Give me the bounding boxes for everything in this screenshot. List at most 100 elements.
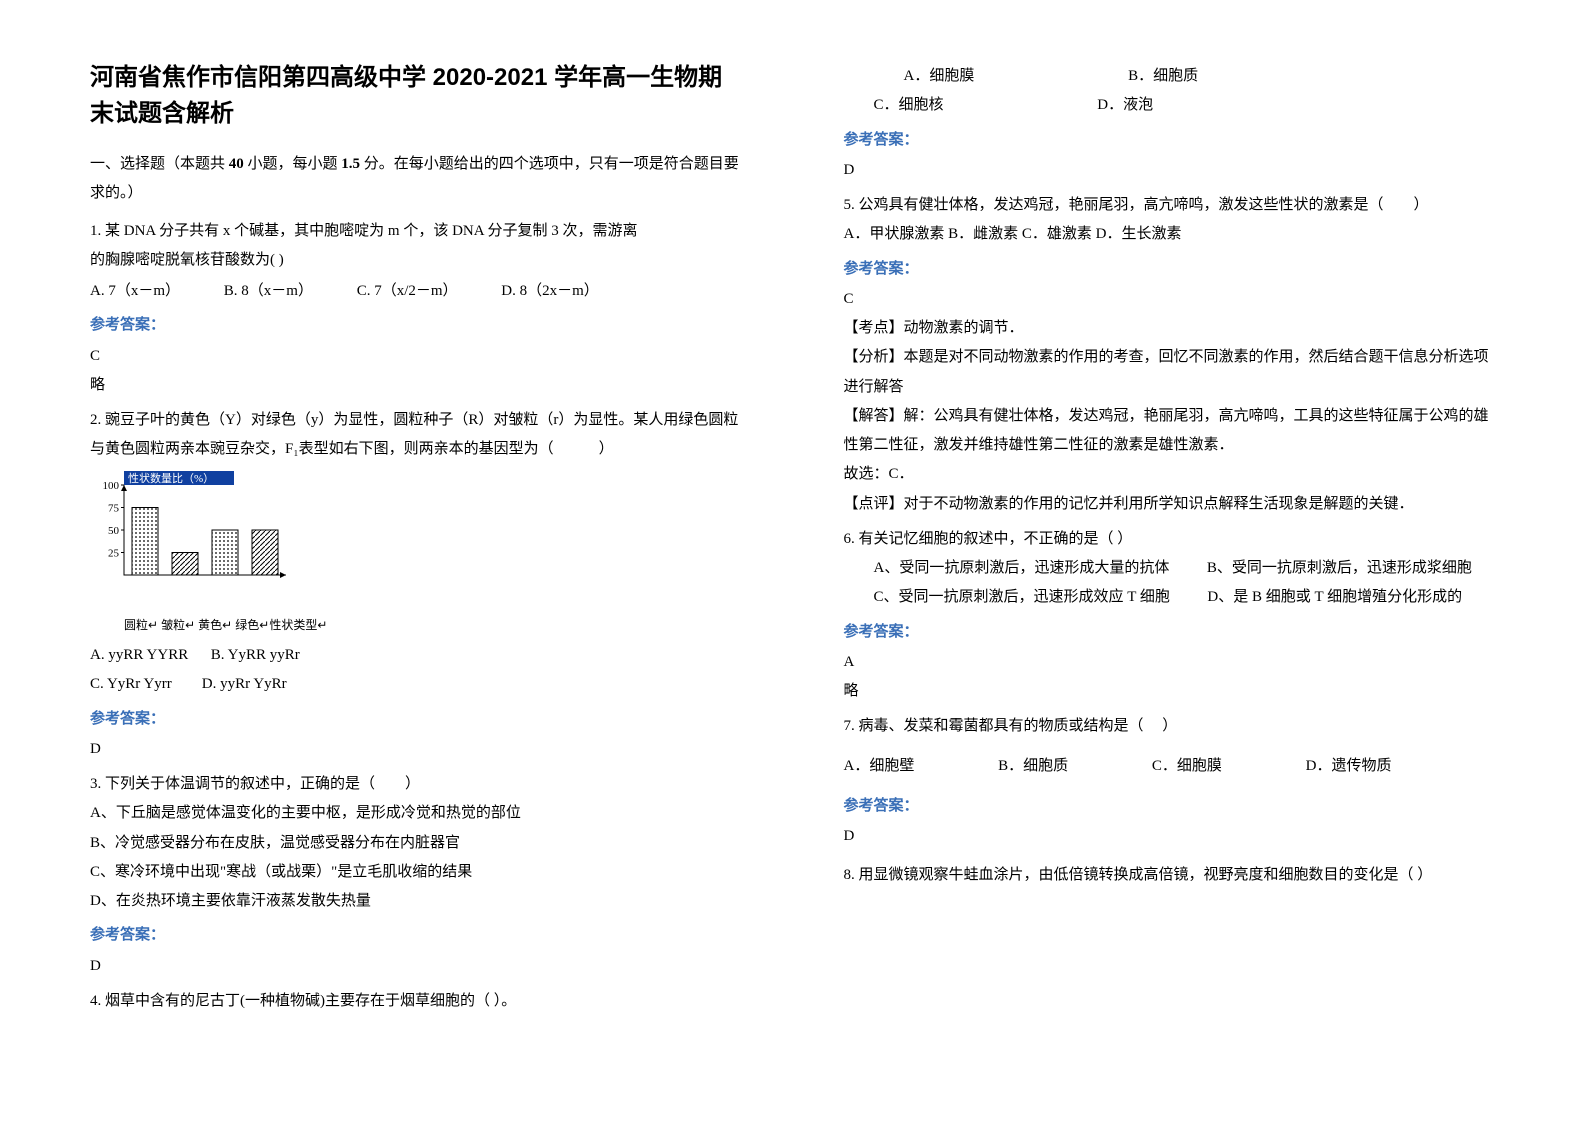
q1-ans-label: 参考答案： xyxy=(90,310,744,339)
q5-C: C．雄激素 xyxy=(1022,226,1092,242)
q8-text: 用显微镜观察牛蛙血涂片，由低倍镜转换成高倍镜，视野亮度和细胞数目的变化是（ ） xyxy=(855,867,1433,883)
section-score: 1.5 xyxy=(341,156,360,172)
question-1: 1. 某 DNA 分子共有 x 个碱基，其中胞嘧啶为 m 个，该 DNA 分子复… xyxy=(90,217,744,246)
q6-ans: A xyxy=(844,648,1498,677)
bar-chart-svg: 性状数量比（%） 25 50 75 100 xyxy=(90,471,290,601)
q5-kd-label: 【考点】 xyxy=(844,320,904,336)
q2-ans: D xyxy=(90,735,744,764)
q5-options: A．甲状腺激素 B．雌激素 C．雄激素 D．生长激素 xyxy=(844,220,1498,249)
q4-B: B．细胞质 xyxy=(1098,62,1198,91)
question-3: 3. 下列关于体温调节的叙述中，正确的是（ ） xyxy=(90,770,744,799)
q5-kd-text: 动物激素的调节． xyxy=(904,320,1024,336)
q4-num: 4. xyxy=(90,993,101,1009)
q5-num: 5. xyxy=(844,197,855,213)
q2-chart: 性状数量比（%） 25 50 75 100 圆粒↵ 皱粒↵ 黄色↵ 绿色↵性状类型↵ xyxy=(90,471,744,638)
q7-ans-label: 参考答案： xyxy=(844,791,1498,820)
legend-cat-3: 绿色 xyxy=(235,618,259,632)
left-column: 河南省焦作市信阳第四高级中学 2020-2021 学年高一生物期末试题含解析 一… xyxy=(0,0,794,1122)
section-heading: 一、选择题（本题共 40 小题，每小题 1.5 分。在每小题给出的四个选项中，只… xyxy=(90,150,744,209)
section-prefix: 一、选择题（本题共 xyxy=(90,156,229,172)
svg-text:100: 100 xyxy=(103,480,120,492)
q3-num: 3. xyxy=(90,776,101,792)
q1-optC: C. 7（x/2－m） xyxy=(357,277,458,306)
q1-omit: 略 xyxy=(90,371,744,400)
q7-text: 病毒、发菜和霉菌都具有的物质或结构是（ ） xyxy=(855,718,1178,734)
q6-row1: A、受同一抗原刺激后，迅速形成大量的抗体 B、受同一抗原刺激后，迅速形成浆细胞 xyxy=(844,554,1498,583)
question-7: 7. 病毒、发菜和霉菌都具有的物质或结构是（ ） xyxy=(844,712,1498,741)
q5-dp-label: 【点评】 xyxy=(844,496,904,512)
svg-text:25: 25 xyxy=(108,547,120,559)
q5-dp-text: 对于不动物激素的作用的记忆并利用所学知识点解释生活现象是解题的关键． xyxy=(904,496,1414,512)
q4-ans-label: 参考答案： xyxy=(844,125,1498,154)
q5-dp: 【点评】对于不动物激素的作用的记忆并利用所学知识点解释生活现象是解题的关键． xyxy=(844,490,1498,519)
doc-title: 河南省焦作市信阳第四高级中学 2020-2021 学年高一生物期末试题含解析 xyxy=(90,60,744,132)
q5-fx-label: 【分析】 xyxy=(844,349,904,365)
q5-fx-text: 本题是对不同动物激素的作用的考查，回忆不同激素的作用，然后结合题干信息分析选项进… xyxy=(844,349,1489,394)
q5-kd: 【考点】动物激素的调节． xyxy=(844,314,1498,343)
q5-jd-label: 【解答】 xyxy=(844,408,904,424)
q6-num: 6. xyxy=(844,531,855,547)
q1-optD: D. 8（2x－m） xyxy=(501,277,599,306)
q7-B: B．细胞质 xyxy=(998,752,1068,781)
q3-B: B、冷觉感受器分布在皮肤，温觉感受器分布在内脏器官 xyxy=(90,829,744,858)
q2-optA: A. yyRR YYRR xyxy=(90,647,188,663)
q3-ans-label: 参考答案： xyxy=(90,920,744,949)
q2-text: 豌豆子叶的黄色（Y）对绿色（y）为显性，圆粒种子（R）对皱粒（r）为显性。某人用… xyxy=(90,412,738,457)
q5-ans-label: 参考答案： xyxy=(844,254,1498,283)
question-5: 5. 公鸡具有健壮体格，发达鸡冠，艳丽尾羽，高亢啼鸣，激发这些性状的激素是（ ） xyxy=(844,191,1498,220)
svg-text:性状数量比（%）: 性状数量比（%） xyxy=(128,471,214,485)
question-4: 4. 烟草中含有的尼古丁(一种植物碱)主要存在于烟草细胞的（ ）。 xyxy=(90,987,744,1016)
q5-D: D．生长激素 xyxy=(1096,226,1182,242)
q2-row1: A. yyRR YYRR B. YyRR yyRr xyxy=(90,641,744,670)
q5-jd: 【解答】解：公鸡具有健壮体格，发达鸡冠，艳丽尾羽，高亢啼鸣，工具的这些特征属于公… xyxy=(844,402,1498,461)
q7-ans: D xyxy=(844,822,1498,851)
q1-optA: A. 7（x－m） xyxy=(90,277,180,306)
q2-optC: C. YyRr Yyrr xyxy=(90,676,172,692)
section-count: 40 xyxy=(229,156,244,172)
q4-text: 烟草中含有的尼古丁(一种植物碱)主要存在于烟草细胞的（ ）。 xyxy=(101,993,516,1009)
q7-D: D．遗传物质 xyxy=(1306,752,1392,781)
q8-num: 8. xyxy=(844,867,855,883)
q2-optD: D. yyRr YyRr xyxy=(202,676,287,692)
q4-A: A．细胞膜 xyxy=(874,62,975,91)
q6-A: A、受同一抗原刺激后，迅速形成大量的抗体 xyxy=(874,560,1170,576)
q4-C: C．细胞核 xyxy=(844,91,944,120)
question-6: 6. 有关记忆细胞的叙述中，不正确的是（ ） xyxy=(844,525,1498,554)
q6-row2: C、受同一抗原刺激后，迅速形成效应 T 细胞 D、是 B 细胞或 T 细胞增殖分… xyxy=(844,583,1498,612)
svg-text:50: 50 xyxy=(108,525,120,537)
question-8: 8. 用显微镜观察牛蛙血涂片，由低倍镜转换成高倍镜，视野亮度和细胞数目的变化是（… xyxy=(844,861,1498,890)
q7-C: C．细胞膜 xyxy=(1152,752,1222,781)
q6-C: C、受同一抗原刺激后，迅速形成效应 T 细胞 xyxy=(874,589,1170,605)
q1-optB: B. 8（x－m） xyxy=(224,277,313,306)
q3-text: 下列关于体温调节的叙述中，正确的是（ ） xyxy=(101,776,420,792)
q4-ans: D xyxy=(844,156,1498,185)
q4-options: A．细胞膜 B．细胞质 C．细胞核 D．液泡 xyxy=(844,62,1498,121)
q1-options: A. 7（x－m） B. 8（x－m） C. 7（x/2－m） D. 8（2x－… xyxy=(90,277,744,306)
q3-D: D、在炎热环境主要依靠汗液蒸发散失热量 xyxy=(90,887,744,916)
q3-C: C、寒冷环境中出现"寒战（或战栗）"是立毛肌收缩的结果 xyxy=(90,858,744,887)
legend-cat-1: 皱粒 xyxy=(161,618,185,632)
q5-B: B．雌激素 xyxy=(948,226,1018,242)
q7-A: A．细胞壁 xyxy=(844,752,915,781)
q2-optB: B. YyRR yyRr xyxy=(211,647,300,663)
q6-text: 有关记忆细胞的叙述中，不正确的是（ ） xyxy=(855,531,1133,547)
q2-ans-label: 参考答案： xyxy=(90,704,744,733)
question-2: 2. 豌豆子叶的黄色（Y）对绿色（y）为显性，圆粒种子（R）对皱粒（r）为显性。… xyxy=(90,406,744,465)
q2-chart-legend: 圆粒↵ 皱粒↵ 黄色↵ 绿色↵性状类型↵ xyxy=(90,614,744,637)
q6-D: D、是 B 细胞或 T 细胞增殖分化形成的 xyxy=(1207,589,1462,605)
q6-B: B、受同一抗原刺激后，迅速形成浆细胞 xyxy=(1207,560,1472,576)
q5-gx: 故选：C． xyxy=(844,460,1498,489)
q1-ans: C xyxy=(90,342,744,371)
q2-row2: C. YyRr Yyrr D. yyRr YyRr xyxy=(90,670,744,699)
q6-omit: 略 xyxy=(844,677,1498,706)
section-mid: 小题，每小题 xyxy=(244,156,342,172)
legend-xlabel: 性状类型 xyxy=(269,618,317,632)
q3-A: A、下丘脑是感觉体温变化的主要中枢，是形成冷觉和热觉的部位 xyxy=(90,799,744,828)
q7-num: 7. xyxy=(844,718,855,734)
q1-num: 1. xyxy=(90,223,101,239)
q5-fx: 【分析】本题是对不同动物激素的作用的考查，回忆不同激素的作用，然后结合题干信息分… xyxy=(844,343,1498,402)
q1-line1: 某 DNA 分子共有 x 个碱基，其中胞嘧啶为 m 个，该 DNA 分子复制 3… xyxy=(101,223,637,239)
q5-text: 公鸡具有健壮体格，发达鸡冠，艳丽尾羽，高亢啼鸣，激发这些性状的激素是（ ） xyxy=(855,197,1429,213)
svg-text:75: 75 xyxy=(108,502,120,514)
right-column: A．细胞膜 B．细胞质 C．细胞核 D．液泡 参考答案： D 5. 公鸡具有健壮… xyxy=(794,0,1587,1122)
